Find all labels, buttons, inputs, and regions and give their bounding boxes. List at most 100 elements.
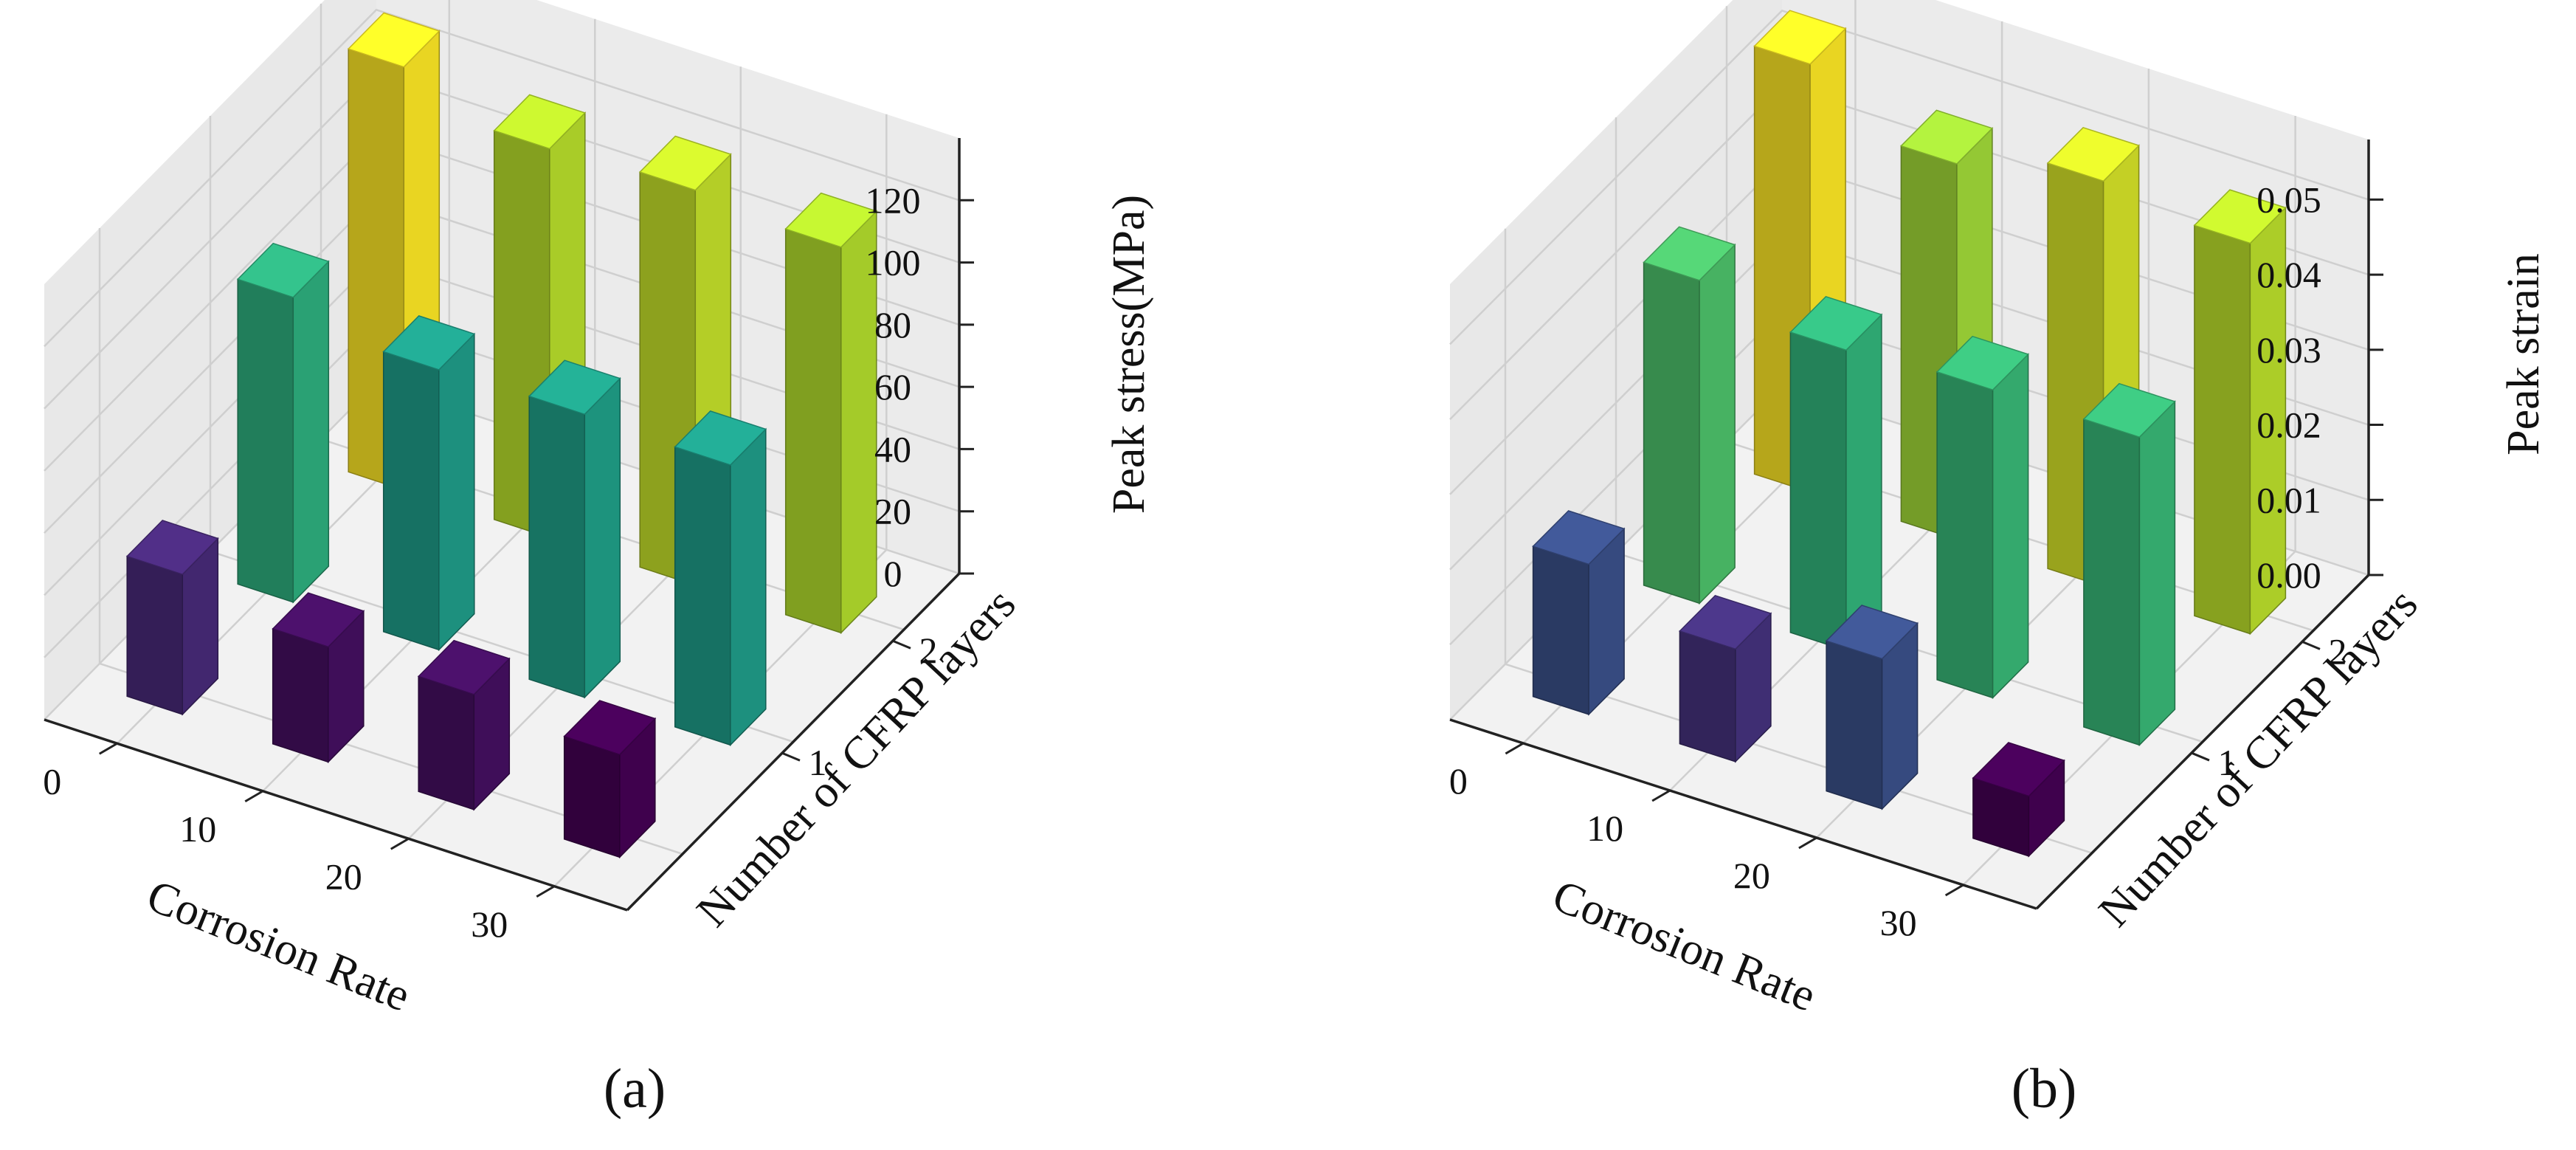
z-tick-label: 40 — [874, 428, 911, 469]
bar-front-face — [674, 446, 731, 746]
y-tick-label: 1 — [809, 742, 827, 783]
bar-10-layer1 — [382, 315, 476, 652]
bar-top-face — [1900, 109, 1994, 165]
bar-front-face — [272, 627, 329, 763]
bar-top-face — [125, 520, 219, 576]
bar-30-layer2 — [2193, 189, 2287, 636]
bar-20-layer1 — [528, 359, 621, 699]
bar-0-layer0 — [125, 520, 219, 716]
bar-top-face — [382, 315, 476, 371]
bar-side-face — [1845, 313, 1882, 653]
y-tick — [781, 751, 801, 762]
bar-top-face — [1532, 510, 1626, 565]
axis-lines — [1449, 140, 2370, 910]
x-tick — [1651, 789, 1671, 802]
bar-top-face — [1679, 594, 1772, 650]
bar-front-face — [1826, 640, 1883, 810]
bar-top-face — [2046, 126, 2140, 182]
x-tick-label: 20 — [1733, 855, 1770, 896]
bar-front-face — [1789, 331, 1847, 652]
x-tick — [1798, 836, 1817, 850]
bar-top-face — [563, 700, 657, 756]
x-tick-label: 10 — [1586, 808, 1623, 849]
bar-side-face — [292, 260, 330, 604]
z-axis-label: Peak strain — [2499, 253, 2549, 455]
x-tick-label: 0 — [43, 760, 61, 802]
bar-top-face — [417, 639, 511, 695]
bar-front-face — [1679, 630, 1736, 762]
bar-side-face — [2138, 400, 2176, 747]
bar-side-face — [584, 376, 621, 699]
bar-top-face — [236, 242, 330, 298]
y-tick — [2302, 641, 2321, 650]
x-axis-line — [44, 718, 628, 912]
z-tick-label: 0.02 — [2256, 404, 2321, 446]
bar-front-face — [126, 555, 184, 715]
z-tick-label: 0.04 — [2256, 254, 2321, 295]
z-tick-labels: 0.00 0.01 0.02 0.03 0.04 0.05 — [2256, 179, 2383, 596]
gridline — [44, 8, 960, 348]
bar-top-face — [2082, 382, 2176, 438]
z-tick-label: 0 — [884, 553, 902, 594]
gridline — [1449, 9, 2369, 345]
z-tick-label: 20 — [874, 491, 911, 532]
y-tick-labels: 12 — [781, 630, 938, 783]
bar-20-layer0 — [417, 639, 511, 811]
y-tick — [2191, 751, 2210, 762]
bar-10-layer0 — [272, 592, 365, 764]
bars — [125, 12, 878, 859]
y-tick-labels: 12 — [2191, 630, 2347, 783]
panel-caption: (b) — [2012, 1058, 2077, 1120]
y-tick-label: 2 — [2329, 630, 2347, 672]
bar-front-face — [237, 278, 294, 603]
bar-30-layer0 — [1972, 742, 2065, 858]
bar-front-face — [784, 228, 842, 634]
bar-side-face — [1992, 353, 2029, 700]
bar-front-face — [418, 675, 475, 810]
bar-side-face — [1699, 243, 1736, 605]
bar-0-layer0 — [1532, 510, 1626, 716]
x-tick — [536, 885, 556, 898]
bar-20-layer0 — [1825, 605, 1919, 810]
x-tick — [390, 837, 410, 850]
z-tick-label: 0.03 — [2256, 329, 2321, 371]
bar-20-layer1 — [1936, 335, 2029, 700]
y-axis-line — [626, 572, 961, 912]
z-tick-label: 0.00 — [2256, 554, 2321, 596]
x-tick-label: 20 — [325, 855, 362, 897]
bar-10-layer1 — [1789, 295, 1883, 653]
bar-front-face — [563, 735, 621, 858]
x-axis-label: Corrosion Rate — [1546, 870, 1823, 1021]
x-tick — [244, 790, 264, 803]
x-axis-label: Corrosion Rate — [140, 870, 417, 1021]
bar-side-face — [730, 427, 767, 747]
bar-top-face — [784, 192, 878, 248]
z-axis-label: Peak stress(MPa) — [1104, 195, 1154, 514]
bar-front-face — [1936, 371, 1994, 699]
z-tick-label: 80 — [874, 304, 911, 345]
bar-top-face — [638, 135, 732, 191]
bar-30-layer1 — [2082, 382, 2176, 747]
bar-top-face — [272, 592, 365, 648]
y-axis-line — [2035, 574, 2370, 910]
bar-top-face — [1936, 335, 2029, 391]
z-tick-label: 100 — [866, 242, 921, 283]
x-tick-label: 0 — [1449, 760, 1468, 802]
y-tick-label: 2 — [919, 630, 938, 671]
z-tick-label: 0.05 — [2256, 179, 2321, 220]
bar-side-face — [438, 332, 475, 652]
bar-30-layer1 — [674, 410, 767, 747]
bar-top-face — [493, 94, 587, 150]
bars — [1532, 10, 2287, 858]
x-tick — [1505, 742, 1524, 755]
bar-front-face — [1643, 261, 1700, 605]
x-tick — [98, 742, 118, 755]
z-tick-label: 60 — [874, 366, 911, 407]
bar-top-face — [1972, 742, 2065, 797]
x-tick-label: 30 — [471, 903, 508, 945]
y-tick — [892, 639, 911, 650]
panel-caption: (a) — [604, 1058, 666, 1120]
x-tick-labels: 0 10 20 30 — [43, 742, 556, 945]
